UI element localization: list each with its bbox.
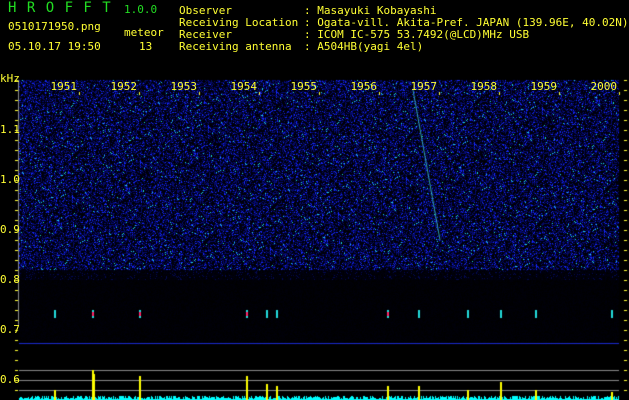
y-tick-label: 0.6 — [0, 373, 20, 386]
app-title: H R O F F T — [8, 0, 112, 16]
time-tick-label: 1958 — [470, 80, 498, 93]
info-label: Receiving Location — [179, 16, 299, 29]
time-tick-label: 1956 — [350, 80, 378, 93]
info-value: : A504HB(yagi 4el) — [304, 40, 424, 53]
time-tick-label: 1957 — [410, 80, 438, 93]
y-tick-label: 0.9 — [0, 223, 20, 236]
meteor-label: meteor — [124, 26, 164, 39]
meteor-count: 13 — [139, 40, 153, 53]
info-label: Receiving antenna — [179, 40, 292, 53]
y-tick-label: 0.7 — [0, 323, 20, 336]
spectrogram-canvas — [0, 78, 629, 400]
y-tick-label: 1.0 — [0, 173, 20, 186]
time-tick-label: 1959 — [530, 80, 558, 93]
y-unit-label: kHz — [0, 72, 20, 85]
time-tick-label: 1955 — [290, 80, 318, 93]
y-tick-label: 1.1 — [0, 123, 20, 136]
info-value: : ICOM IC-575 53.7492(@LCD)MHz USB — [304, 28, 530, 41]
info-label: Receiver — [179, 28, 232, 41]
file-name: 0510171950.png — [8, 20, 101, 33]
y-tick-label: 0.8 — [0, 273, 20, 286]
info-value: : Ogata-vill. Akita-Pref. JAPAN (139.96E… — [304, 16, 629, 29]
info-value: : Masayuki Kobayashi — [304, 4, 437, 17]
time-tick-label: 1951 — [50, 80, 78, 93]
app-version: 1.0.0 — [124, 3, 158, 16]
info-label: Observer — [179, 4, 232, 17]
file-datetime: 05.10.17 19:50 — [8, 40, 101, 53]
time-tick-label: 1953 — [170, 80, 198, 93]
time-tick-label: 2000 — [590, 80, 618, 93]
time-tick-label: 1954 — [230, 80, 258, 93]
time-tick-label: 1952 — [110, 80, 138, 93]
